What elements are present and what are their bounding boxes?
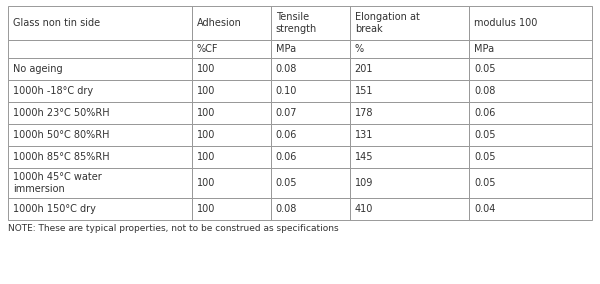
- Text: 1000h -18°C dry: 1000h -18°C dry: [13, 86, 93, 96]
- Bar: [469, 102, 592, 124]
- Text: 178: 178: [355, 108, 373, 118]
- Text: 109: 109: [355, 178, 373, 188]
- Bar: [271, 124, 350, 146]
- Text: 100: 100: [197, 152, 215, 162]
- Bar: [192, 58, 271, 80]
- Text: MPa: MPa: [475, 44, 494, 54]
- Text: 0.05: 0.05: [276, 178, 298, 188]
- Bar: [192, 168, 271, 198]
- Text: 0.06: 0.06: [276, 130, 297, 140]
- Bar: [192, 80, 271, 102]
- Bar: [192, 6, 271, 40]
- Bar: [192, 40, 271, 58]
- Bar: [469, 198, 592, 220]
- Text: 0.05: 0.05: [475, 64, 496, 74]
- Bar: [350, 40, 469, 58]
- Text: 0.08: 0.08: [276, 64, 297, 74]
- Text: 0.07: 0.07: [276, 108, 298, 118]
- Bar: [469, 146, 592, 168]
- Bar: [350, 58, 469, 80]
- Bar: [271, 80, 350, 102]
- Text: NOTE: These are typical properties, not to be construed as specifications: NOTE: These are typical properties, not …: [8, 224, 338, 233]
- Bar: [192, 198, 271, 220]
- Text: 145: 145: [355, 152, 373, 162]
- Text: modulus 100: modulus 100: [475, 18, 538, 28]
- Text: 100: 100: [197, 64, 215, 74]
- Text: 0.10: 0.10: [276, 86, 297, 96]
- Text: 1000h 23°C 50%RH: 1000h 23°C 50%RH: [13, 108, 110, 118]
- Bar: [8, 124, 192, 146]
- Bar: [8, 102, 192, 124]
- Text: Glass non tin side: Glass non tin side: [13, 18, 100, 28]
- Text: 131: 131: [355, 130, 373, 140]
- Bar: [469, 58, 592, 80]
- Text: 0.06: 0.06: [475, 108, 496, 118]
- Bar: [271, 146, 350, 168]
- Text: 100: 100: [197, 130, 215, 140]
- Bar: [271, 6, 350, 40]
- Bar: [469, 124, 592, 146]
- Bar: [469, 80, 592, 102]
- Text: 0.04: 0.04: [475, 204, 496, 214]
- Bar: [350, 6, 469, 40]
- Text: 410: 410: [355, 204, 373, 214]
- Text: 1000h 85°C 85%RH: 1000h 85°C 85%RH: [13, 152, 110, 162]
- Text: 0.06: 0.06: [276, 152, 297, 162]
- Text: 1000h 45°C water
immersion: 1000h 45°C water immersion: [13, 172, 102, 194]
- Bar: [8, 40, 192, 58]
- Bar: [469, 6, 592, 40]
- Text: 0.08: 0.08: [475, 86, 496, 96]
- Text: 100: 100: [197, 86, 215, 96]
- Text: %: %: [355, 44, 364, 54]
- Text: 100: 100: [197, 178, 215, 188]
- Bar: [350, 102, 469, 124]
- Bar: [271, 168, 350, 198]
- Text: 151: 151: [355, 86, 373, 96]
- Bar: [271, 198, 350, 220]
- Bar: [8, 6, 192, 40]
- Bar: [350, 168, 469, 198]
- Bar: [8, 198, 192, 220]
- Text: 0.05: 0.05: [475, 130, 496, 140]
- Text: No ageing: No ageing: [13, 64, 62, 74]
- Bar: [469, 168, 592, 198]
- Bar: [8, 58, 192, 80]
- Bar: [8, 80, 192, 102]
- Bar: [192, 124, 271, 146]
- Text: 0.05: 0.05: [475, 178, 496, 188]
- Text: 100: 100: [197, 204, 215, 214]
- Text: 201: 201: [355, 64, 373, 74]
- Text: 1000h 150°C dry: 1000h 150°C dry: [13, 204, 96, 214]
- Text: Tensile
strength: Tensile strength: [276, 12, 317, 34]
- Text: MPa: MPa: [276, 44, 296, 54]
- Bar: [350, 146, 469, 168]
- Bar: [8, 168, 192, 198]
- Bar: [271, 102, 350, 124]
- Bar: [469, 40, 592, 58]
- Bar: [350, 80, 469, 102]
- Text: 0.08: 0.08: [276, 204, 297, 214]
- Text: 0.05: 0.05: [475, 152, 496, 162]
- Text: 100: 100: [197, 108, 215, 118]
- Bar: [271, 58, 350, 80]
- Bar: [192, 102, 271, 124]
- Text: 1000h 50°C 80%RH: 1000h 50°C 80%RH: [13, 130, 110, 140]
- Text: %CF: %CF: [197, 44, 218, 54]
- Bar: [350, 198, 469, 220]
- Bar: [192, 146, 271, 168]
- Bar: [271, 40, 350, 58]
- Bar: [8, 146, 192, 168]
- Text: Adhesion: Adhesion: [197, 18, 242, 28]
- Text: Elongation at
break: Elongation at break: [355, 12, 419, 34]
- Bar: [350, 124, 469, 146]
